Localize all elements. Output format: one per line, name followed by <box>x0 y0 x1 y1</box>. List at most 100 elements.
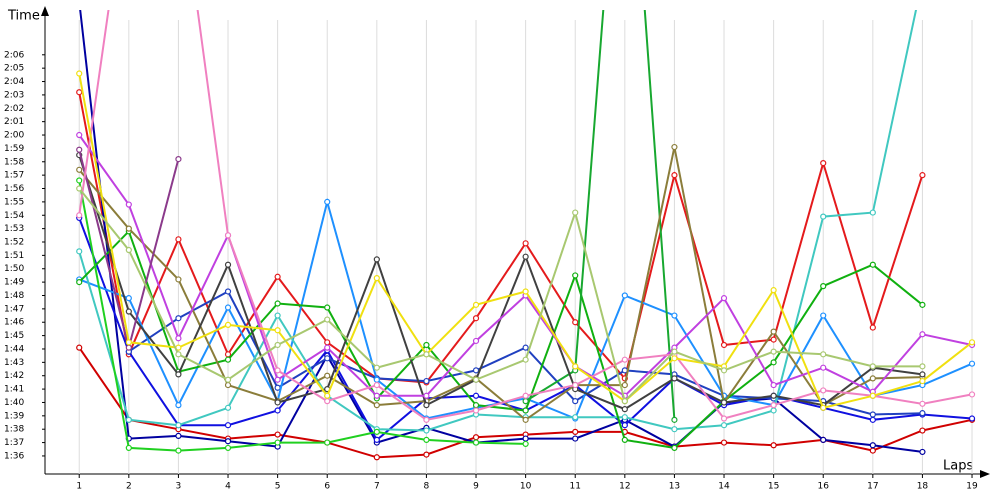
y-tick-label: 2:01 <box>4 117 24 127</box>
point <box>820 351 827 358</box>
point <box>869 261 876 268</box>
x-tick-label: 9 <box>473 482 479 492</box>
y-tick-label: 1:51 <box>4 251 24 261</box>
point <box>820 404 827 411</box>
point <box>274 431 281 438</box>
point <box>324 198 331 205</box>
y-tick-label: 1:55 <box>4 197 24 207</box>
point <box>125 225 132 232</box>
x-tick-label: 7 <box>374 482 380 492</box>
point <box>770 328 777 335</box>
point <box>522 288 529 295</box>
x-tick-label: 10 <box>520 482 532 492</box>
point <box>373 364 380 371</box>
point <box>572 209 579 216</box>
point <box>224 422 232 429</box>
y-tick-label: 1:42 <box>4 371 24 381</box>
point <box>919 400 926 407</box>
point <box>175 447 182 454</box>
y-tick-label: 1:52 <box>4 238 24 248</box>
point <box>274 312 281 319</box>
y-tick-label: 1:56 <box>4 184 24 194</box>
point <box>324 372 331 379</box>
point <box>869 392 876 399</box>
point <box>175 371 182 378</box>
point <box>770 381 777 389</box>
point <box>224 232 232 239</box>
point <box>224 381 232 389</box>
point <box>423 436 430 444</box>
y-tick-label: 2:06 <box>4 50 24 60</box>
point <box>175 155 182 163</box>
x-tick-label: 2 <box>126 482 132 492</box>
point <box>324 344 331 351</box>
point <box>572 363 579 370</box>
point <box>621 381 628 389</box>
point <box>472 301 480 308</box>
point <box>869 416 876 423</box>
point <box>324 355 331 362</box>
point <box>671 444 678 452</box>
point <box>671 375 678 382</box>
y-tick-label: 1:50 <box>4 264 24 274</box>
point <box>869 324 876 331</box>
y-tick-label: 1:58 <box>4 157 24 167</box>
point <box>671 348 678 355</box>
point <box>224 404 232 411</box>
point <box>720 415 728 422</box>
point <box>919 377 926 385</box>
point <box>224 288 232 295</box>
point <box>472 315 480 322</box>
y-tick-label: 1:49 <box>4 278 24 288</box>
point <box>224 444 232 452</box>
point <box>224 351 232 358</box>
point <box>919 331 926 338</box>
point <box>373 402 380 409</box>
y-tick-label: 1:43 <box>4 358 24 368</box>
point <box>274 439 281 446</box>
point <box>869 375 876 382</box>
point <box>621 292 628 299</box>
point <box>324 439 331 446</box>
point <box>423 377 430 385</box>
series-line <box>78 10 918 432</box>
point <box>76 146 83 153</box>
point <box>373 392 380 399</box>
point <box>274 376 281 383</box>
y-tick-label: 1:36 <box>4 451 24 461</box>
point <box>770 407 777 414</box>
y-tick-label: 1:37 <box>4 438 24 448</box>
point <box>175 351 182 358</box>
point <box>125 295 132 302</box>
point <box>324 339 331 346</box>
point <box>423 416 430 423</box>
point <box>522 253 529 260</box>
y-tick-label: 1:39 <box>4 411 24 421</box>
point <box>76 89 83 96</box>
x-tick-label: 13 <box>669 482 680 492</box>
point <box>522 407 529 414</box>
point <box>423 351 430 358</box>
x-tick-label: 8 <box>424 482 430 492</box>
point <box>423 451 430 458</box>
point <box>76 344 83 351</box>
point <box>522 435 529 442</box>
point <box>720 399 728 406</box>
point <box>820 213 827 220</box>
point <box>820 283 827 290</box>
point <box>224 438 232 445</box>
point <box>373 381 380 389</box>
point <box>671 172 678 179</box>
y-tick-label: 1:53 <box>4 224 24 234</box>
y-tick-label: 1:41 <box>4 385 24 395</box>
point <box>770 348 777 355</box>
point <box>125 308 132 315</box>
point <box>472 392 480 399</box>
point <box>770 287 777 294</box>
point <box>572 414 579 421</box>
point <box>125 246 132 254</box>
point <box>671 426 678 433</box>
point <box>770 402 777 409</box>
point <box>224 356 232 363</box>
point <box>572 428 579 435</box>
